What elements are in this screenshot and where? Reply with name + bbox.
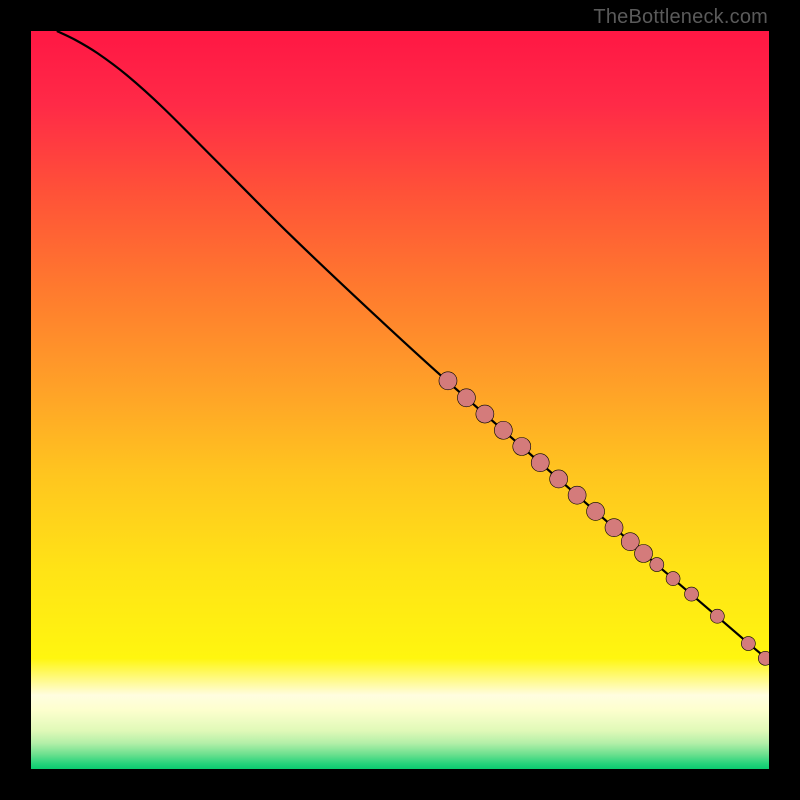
data-marker	[494, 421, 512, 439]
chart-plot-area	[31, 31, 769, 769]
data-marker	[685, 587, 699, 601]
chart-overlay	[31, 31, 769, 769]
data-marker	[758, 651, 769, 665]
data-marker	[513, 437, 531, 455]
data-marker	[710, 609, 724, 623]
data-marker	[635, 545, 653, 563]
data-marker	[650, 558, 664, 572]
data-marker	[531, 454, 549, 472]
watermark-text: TheBottleneck.com	[593, 6, 768, 29]
data-marker	[741, 637, 755, 651]
data-marker	[550, 470, 568, 488]
data-marker	[457, 389, 475, 407]
data-marker	[605, 519, 623, 537]
data-marker	[587, 502, 605, 520]
data-marker	[439, 372, 457, 390]
data-marker	[476, 405, 494, 423]
data-marker	[666, 572, 680, 586]
data-marker	[568, 486, 586, 504]
